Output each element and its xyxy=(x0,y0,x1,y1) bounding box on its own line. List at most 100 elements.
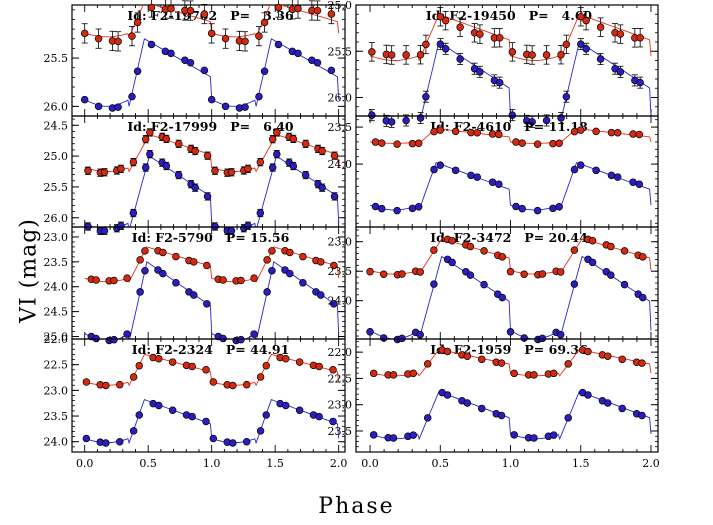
data-point-I xyxy=(387,118,396,126)
data-point-V xyxy=(564,360,572,368)
data-point-I xyxy=(588,258,597,267)
data-point-V xyxy=(313,6,322,15)
data-point-V xyxy=(423,360,432,368)
data-point-V xyxy=(281,355,290,363)
data-point-I xyxy=(237,335,245,344)
data-point-I xyxy=(200,66,209,75)
ytick-label: 23.5 xyxy=(44,256,69,269)
data-point-I xyxy=(570,280,579,288)
data-point-V xyxy=(555,139,563,148)
data-point-V xyxy=(256,373,265,381)
data-point-V xyxy=(250,274,258,282)
data-point-I xyxy=(268,266,276,275)
data-point-V xyxy=(582,16,590,25)
data-point-I xyxy=(115,437,124,446)
ytick-label: 22.5 xyxy=(44,359,69,372)
data-point-V xyxy=(366,267,374,276)
data-point-I xyxy=(299,279,307,287)
data-point-I xyxy=(110,335,118,344)
data-point-V xyxy=(506,267,515,276)
data-point-I xyxy=(596,55,605,63)
data-point-I xyxy=(129,427,138,435)
model-curve-I xyxy=(84,261,340,339)
data-point-V xyxy=(299,252,307,261)
data-point-V xyxy=(262,361,270,370)
data-point-I xyxy=(430,280,438,288)
data-point-I xyxy=(260,67,269,76)
data-point-I xyxy=(638,411,646,420)
data-point-V xyxy=(237,276,245,285)
data-point-V xyxy=(639,253,647,261)
data-point-V xyxy=(520,270,528,279)
data-point-I xyxy=(402,116,410,125)
data-point-I xyxy=(616,68,625,76)
y-axis-label: VI (mag) xyxy=(16,218,42,323)
data-point-V xyxy=(562,40,571,49)
data-point-I xyxy=(188,412,196,421)
data-point-I xyxy=(141,266,149,275)
data-point-I xyxy=(295,406,304,414)
data-point-V xyxy=(596,23,605,31)
data-point-I xyxy=(508,111,517,119)
data-point-V xyxy=(473,128,481,137)
ytick-label: 23.5 xyxy=(328,265,353,278)
data-point-V xyxy=(114,37,122,46)
data-point-V xyxy=(115,380,124,389)
data-point-I xyxy=(577,40,585,48)
data-point-I xyxy=(542,116,551,125)
data-point-V xyxy=(268,247,276,255)
panel-frame-F2-1959 xyxy=(355,338,659,453)
data-point-I xyxy=(518,204,526,213)
data-point-V xyxy=(162,135,171,143)
data-point-V xyxy=(273,128,281,137)
data-point-I xyxy=(80,95,89,104)
data-point-I xyxy=(498,293,507,302)
data-point-I xyxy=(262,411,270,419)
data-point-I xyxy=(135,411,144,419)
data-point-I xyxy=(318,183,326,192)
data-point-V xyxy=(441,16,450,25)
data-point-V xyxy=(315,362,323,371)
data-point-V xyxy=(618,355,626,364)
data-point-I xyxy=(592,166,600,175)
data-point-V xyxy=(92,276,100,284)
data-point-I xyxy=(443,391,452,399)
data-point-V xyxy=(190,258,198,266)
data-point-V xyxy=(117,165,125,173)
data-point-V xyxy=(518,139,526,147)
data-point-I xyxy=(556,330,565,339)
ytick-label: 24.5 xyxy=(44,306,69,319)
data-point-V xyxy=(528,51,536,59)
data-point-I xyxy=(467,171,475,180)
data-point-V xyxy=(188,362,196,371)
data-point-I xyxy=(584,391,592,399)
data-point-V xyxy=(398,270,406,278)
data-point-I xyxy=(495,78,504,87)
data-point-I xyxy=(274,40,283,49)
data-point-I xyxy=(636,78,644,87)
data-point-V xyxy=(480,247,488,255)
data-point-V xyxy=(82,378,91,386)
data-point-I xyxy=(618,404,626,413)
data-point-I xyxy=(202,417,210,426)
data-point-V xyxy=(172,252,180,261)
data-point-I xyxy=(268,163,277,172)
data-point-I xyxy=(273,150,281,158)
ytick-label: 25.5 xyxy=(44,52,69,65)
data-point-V xyxy=(128,32,136,40)
data-point-I xyxy=(562,92,571,101)
data-point-V xyxy=(549,139,557,148)
data-point-I xyxy=(286,269,294,278)
data-point-I xyxy=(174,171,183,179)
data-point-V xyxy=(408,139,417,148)
data-point-V xyxy=(135,361,144,370)
ytick-label: 22.5 xyxy=(328,372,353,385)
xtick-label: 1.0 xyxy=(502,457,520,470)
data-point-V xyxy=(448,237,456,245)
data-point-V xyxy=(159,248,167,257)
data-point-I xyxy=(409,431,418,439)
ytick-label: 23.0 xyxy=(328,236,353,249)
xtick-label: 0.0 xyxy=(76,457,94,470)
data-point-V xyxy=(227,168,236,177)
